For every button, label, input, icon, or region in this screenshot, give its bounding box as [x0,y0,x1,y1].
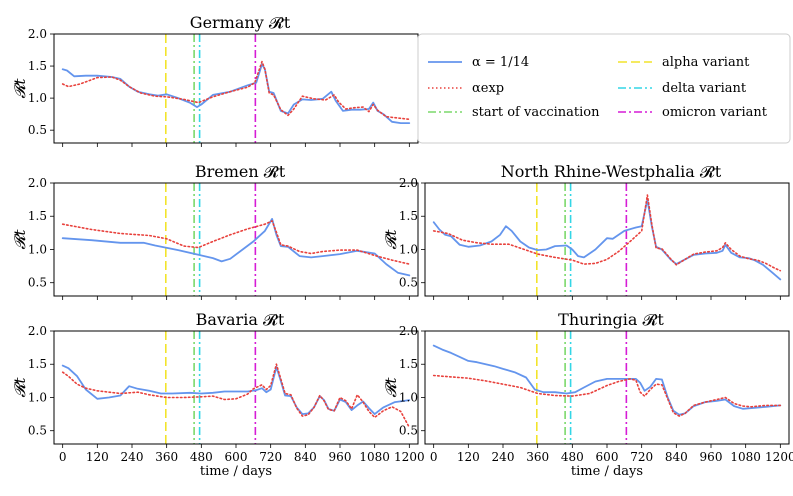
panel-nrw: 0.5 1.0 1.5 2.0 𝓡t North Rhine-Westphalia 𝓡t [382,162,790,300]
x-axis-label: time / days [200,464,272,479]
axes-frame [53,33,419,144]
panel-title: Bavaria 𝓡t [196,310,285,329]
x-tick-label: 1200 [394,450,425,464]
series-line-alpha14 [61,63,411,124]
x-tick-label: 840 [294,450,317,464]
axes-frame [53,330,419,445]
legend-entry-alphaexp: αexp [428,81,504,96]
x-tick-label: 720 [259,450,282,464]
series-line-alpha14 [61,364,411,415]
panel-germany: 0.5 1.0 1.5 2.0 𝓡t Germany 𝓡t [11,13,419,147]
x-tick-label: 960 [700,450,723,464]
series-line-alphaexp [432,194,782,272]
y-tick-label: 1.0 [28,242,47,256]
series-line-alphaexp [61,60,411,121]
x-tick-label: 600 [225,450,248,464]
y-tick-label: 1.5 [28,59,47,73]
y-tick-label: 1.0 [399,242,418,256]
x-tick-label: 240 [492,450,515,464]
legend-label: α = 1/14 [472,55,529,70]
x-tick-label: 480 [190,450,213,464]
y-tick-label: 0.5 [28,123,47,137]
y-tick-label: 1.5 [28,357,47,371]
x-tick-label: 1200 [765,450,793,464]
legend-label: αexp [472,81,504,96]
y-tick-label: 0.5 [28,276,47,290]
y-tick-label: 0.5 [28,424,47,438]
legend-entry-omicron_var: omicron variant [618,105,768,120]
panel-thuringia: 0.5 1.0 1.5 2.0 𝓡t 0 120 240 360 480 600 720 840 960 1… [382,310,793,479]
legend-entry-alpha14: α = 1/14 [428,55,529,70]
axes-frame [53,182,419,297]
legend: α = 1/14 αexp start of vaccination alpha va… [417,33,791,144]
panel-bavaria: 0.5 1.0 1.5 2.0 𝓡t 0 120 240 360 480 600 720 840 960 1… [11,310,425,479]
y-axis-label: 𝓡t [11,78,29,99]
legend-entry-alpha_var: alpha variant [618,55,750,70]
panel-title: Bremen 𝓡t [195,162,286,181]
x-axis-label: time / days [571,464,643,479]
y-tick-label: 1.5 [28,209,47,223]
y-tick-label: 1.0 [28,390,47,404]
y-tick-label: 0.5 [399,276,418,290]
y-tick-label: 2.0 [399,324,418,338]
y-tick-label: 2.0 [28,324,47,338]
x-tick-label: 840 [665,450,688,464]
x-tick-label: 240 [121,450,144,464]
series-group [61,60,411,124]
series-group [432,194,782,281]
x-tick-label: 480 [561,450,584,464]
y-axis-label: 𝓡t [382,377,400,398]
y-axis-label: 𝓡t [382,229,400,250]
y-tick-label: 1.0 [28,91,47,105]
x-tick-label: 120 [86,450,109,464]
series-line-alpha14 [61,218,411,277]
y-tick-label: 1.5 [399,357,418,371]
chart-panels: 0.5 1.0 1.5 2.0 𝓡t Germany 𝓡t 0.5 1.0 1.5 2.0 𝓡t Br… [11,13,793,479]
series-line-alpha14 [432,198,782,281]
x-tick-label: 960 [329,450,352,464]
panel-title: Thuringia 𝓡t [558,310,664,329]
x-tick-label: 360 [526,450,549,464]
axes-frame [424,330,790,445]
legend-box [417,33,791,144]
panel-bremen: 0.5 1.0 1.5 2.0 𝓡t Bremen 𝓡t [11,162,419,300]
x-tick-label: 360 [155,450,178,464]
legend-label: start of vaccination [472,105,600,120]
y-tick-label: 2.0 [28,27,47,41]
y-tick-label: 1.5 [399,209,418,223]
x-tick-label: 600 [596,450,619,464]
y-axis-label: 𝓡t [11,377,29,398]
legend-label: delta variant [662,81,747,96]
x-tick-label: 720 [630,450,653,464]
series-group [432,344,782,417]
series-group [61,363,411,429]
series-line-alphaexp [61,220,411,265]
legend-label: alpha variant [662,55,750,70]
panel-title: Germany 𝓡t [190,13,291,32]
x-tick-label: 0 [59,450,67,464]
x-tick-label: 120 [457,450,480,464]
legend-label: omicron variant [662,105,768,120]
y-tick-label: 0.5 [399,424,418,438]
y-tick-label: 2.0 [28,176,47,190]
x-tick-label: 1080 [730,450,761,464]
series-line-alphaexp [432,374,782,417]
y-axis-label: 𝓡t [11,229,29,250]
axes-frame [424,182,790,297]
legend-entry-delta_var: delta variant [618,81,747,96]
x-tick-label: 0 [430,450,438,464]
x-tick-label: 1080 [359,450,390,464]
y-tick-label: 2.0 [399,176,418,190]
series-group [61,218,411,277]
panel-title: North Rhine-Westphalia 𝓡t [501,162,722,181]
series-line-alphaexp [61,363,411,429]
y-tick-label: 1.0 [399,390,418,404]
legend-entry-vacc: start of vaccination [428,105,600,120]
